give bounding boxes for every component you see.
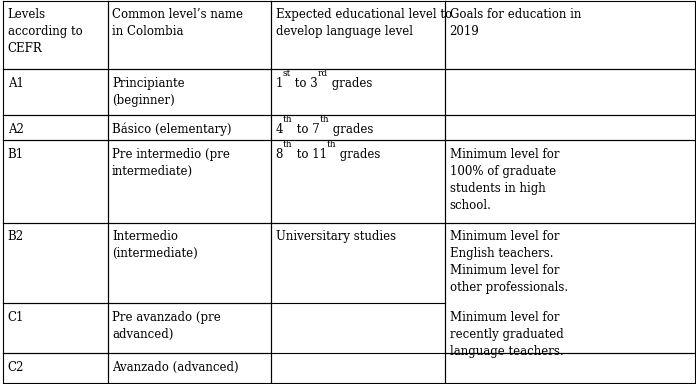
Text: grades: grades bbox=[329, 123, 374, 136]
Text: C1: C1 bbox=[8, 311, 24, 324]
Text: 4: 4 bbox=[276, 123, 283, 136]
Text: Goals for education in
2019: Goals for education in 2019 bbox=[450, 8, 581, 38]
Text: to 3: to 3 bbox=[292, 77, 318, 90]
Text: Minimum level for
English teachers.
Minimum level for
other professionals.: Minimum level for English teachers. Mini… bbox=[450, 230, 568, 295]
Text: Minimum level for
100% of graduate
students in high
school.: Minimum level for 100% of graduate stude… bbox=[450, 148, 559, 212]
Text: rd: rd bbox=[318, 69, 329, 78]
Text: Principiante
(beginner): Principiante (beginner) bbox=[112, 77, 184, 107]
Text: grades: grades bbox=[329, 77, 372, 90]
Text: Básico (elementary): Básico (elementary) bbox=[112, 123, 232, 136]
Text: Universitary studies: Universitary studies bbox=[276, 230, 396, 243]
Text: th: th bbox=[283, 115, 293, 124]
Text: A1: A1 bbox=[8, 77, 24, 90]
Text: C2: C2 bbox=[8, 361, 24, 374]
Text: Pre intermedio (pre
intermediate): Pre intermedio (pre intermediate) bbox=[112, 148, 230, 178]
Text: st: st bbox=[283, 69, 292, 78]
Text: B1: B1 bbox=[8, 148, 24, 161]
Text: th: th bbox=[283, 140, 292, 149]
Text: to 11: to 11 bbox=[292, 148, 326, 161]
Text: Pre avanzado (pre
advanced): Pre avanzado (pre advanced) bbox=[112, 311, 221, 341]
Text: Avanzado (advanced): Avanzado (advanced) bbox=[112, 361, 239, 374]
Text: th: th bbox=[319, 115, 329, 124]
Text: th: th bbox=[326, 140, 336, 149]
Text: Expected educational level to
develop language level: Expected educational level to develop la… bbox=[276, 8, 452, 38]
Text: Minimum level for
recently graduated
language teachers.: Minimum level for recently graduated lan… bbox=[450, 311, 563, 358]
Text: 8: 8 bbox=[276, 148, 283, 161]
Text: to 7: to 7 bbox=[293, 123, 319, 136]
Text: A2: A2 bbox=[8, 123, 24, 136]
Text: 1: 1 bbox=[276, 77, 283, 90]
Text: grades: grades bbox=[336, 148, 381, 161]
Text: Common level’s name
in Colombia: Common level’s name in Colombia bbox=[112, 8, 243, 38]
Text: Levels
according to
CEFR: Levels according to CEFR bbox=[8, 8, 82, 55]
Text: B2: B2 bbox=[8, 230, 24, 243]
Text: Intermedio
(intermediate): Intermedio (intermediate) bbox=[112, 230, 198, 260]
